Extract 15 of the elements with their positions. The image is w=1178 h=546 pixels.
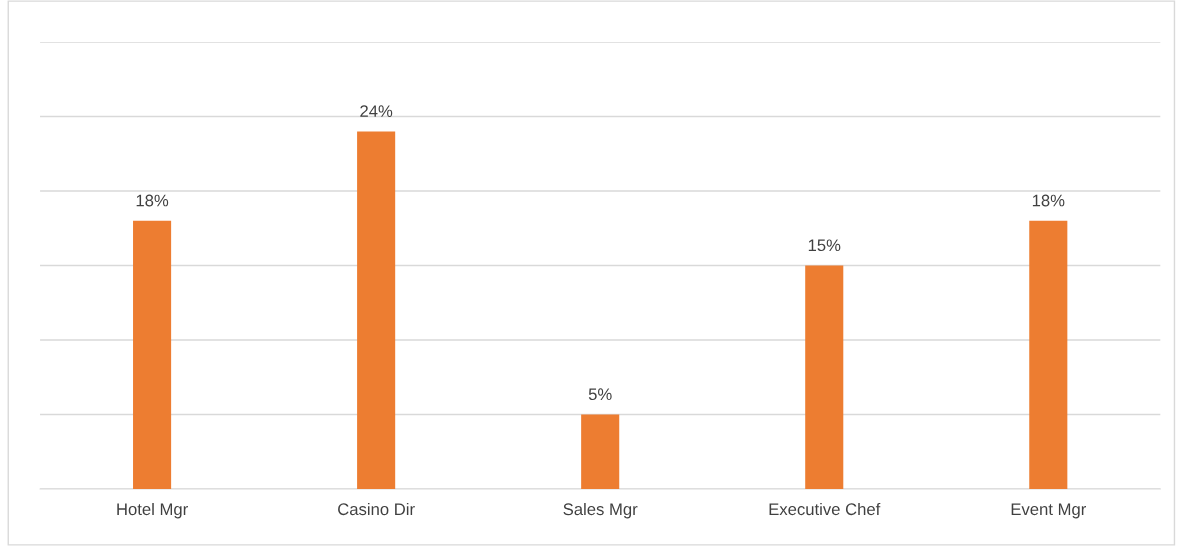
- bar: [1029, 220, 1068, 489]
- x-tick-label: Executive Chef: [769, 502, 881, 516]
- x-tick-label: Hotel Mgr: [117, 502, 188, 519]
- bar: [805, 265, 844, 489]
- bar: [581, 414, 620, 489]
- bar: [133, 220, 172, 489]
- x-tick-label: Casino Dir: [338, 502, 415, 516]
- x-tick-label: Sales Mgr: [563, 502, 638, 519]
- data-label: 15%: [808, 239, 841, 252]
- data-label: 24%: [360, 105, 393, 117]
- x-tick-label: Event Mgr: [1011, 503, 1086, 519]
- data-label: 5%: [588, 388, 612, 401]
- data-label: 18%: [1032, 194, 1065, 207]
- bar: [357, 131, 396, 489]
- data-label: 18%: [136, 194, 169, 207]
